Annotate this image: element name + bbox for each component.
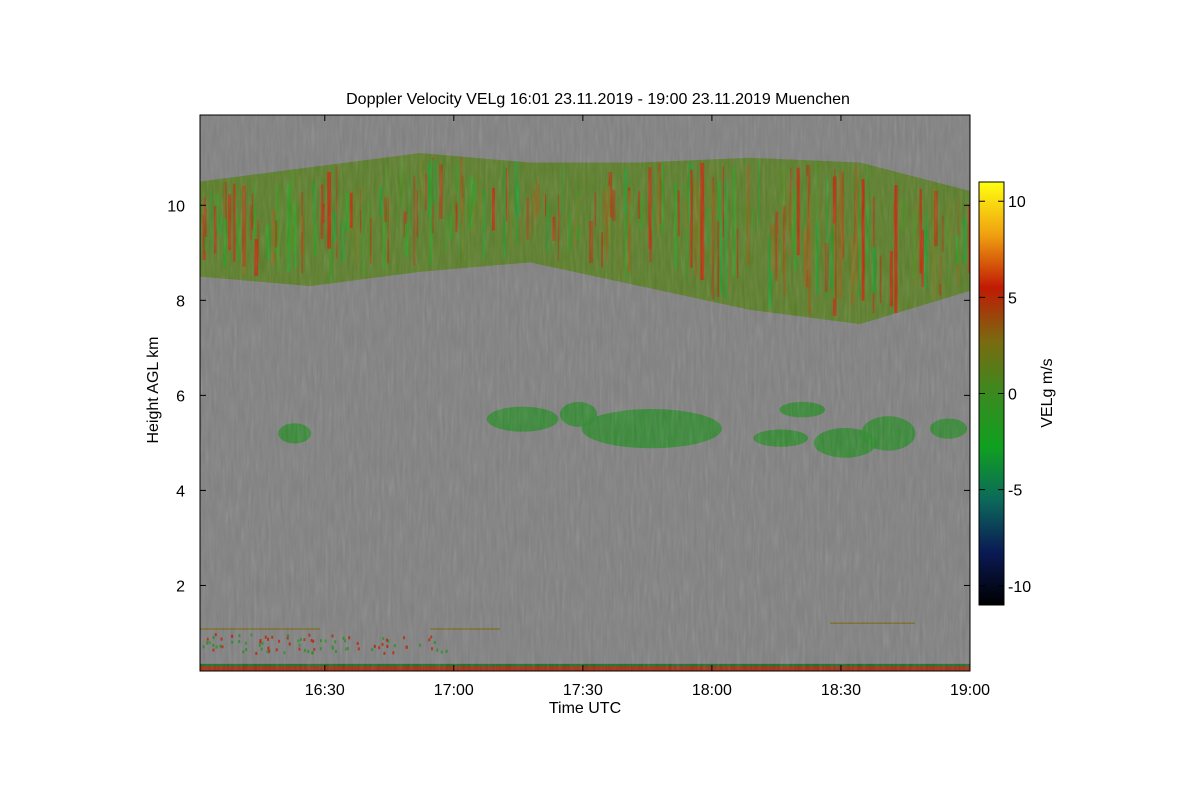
y-axis-label: Height AGL km — [145, 336, 162, 443]
y-tick-label: 6 — [176, 388, 185, 405]
y-tick-label: 10 — [167, 198, 185, 215]
x-tick-label: 19:00 — [950, 682, 990, 699]
y-tick-label: 8 — [176, 293, 185, 310]
plot-frame — [199, 114, 971, 672]
x-tick-label: 18:30 — [821, 682, 861, 699]
colorbar-tick-label: 5 — [1008, 290, 1017, 307]
x-tick-label: 16:30 — [305, 682, 345, 699]
x-tick-label: 18:00 — [692, 682, 732, 699]
colorbar-tick-label: 0 — [1008, 387, 1017, 404]
x-axis: 16:30 17:00 17:30 18:00 18:30 19:00 — [305, 115, 990, 699]
colorbar-tick-label: -5 — [1008, 483, 1022, 500]
y-tick-label: 2 — [176, 578, 185, 595]
chart-title: Doppler Velocity VELg 16:01 23.11.2019 -… — [346, 91, 850, 108]
colorbar-tick-label: 10 — [1008, 194, 1026, 211]
colorbar-tick-label: -10 — [1008, 579, 1031, 596]
plot-area — [200, 115, 970, 671]
y-axis: 2 4 6 8 10 — [167, 198, 970, 595]
x-axis-label: Time UTC — [549, 700, 621, 717]
colorbar: 10 5 0 -5 -10 VELg m/s — [978, 181, 1056, 606]
x-tick-label: 17:30 — [563, 682, 603, 699]
y-tick-label: 4 — [176, 483, 185, 500]
colorbar-label: VELg m/s — [1039, 358, 1056, 427]
x-tick-label: 17:00 — [434, 682, 474, 699]
